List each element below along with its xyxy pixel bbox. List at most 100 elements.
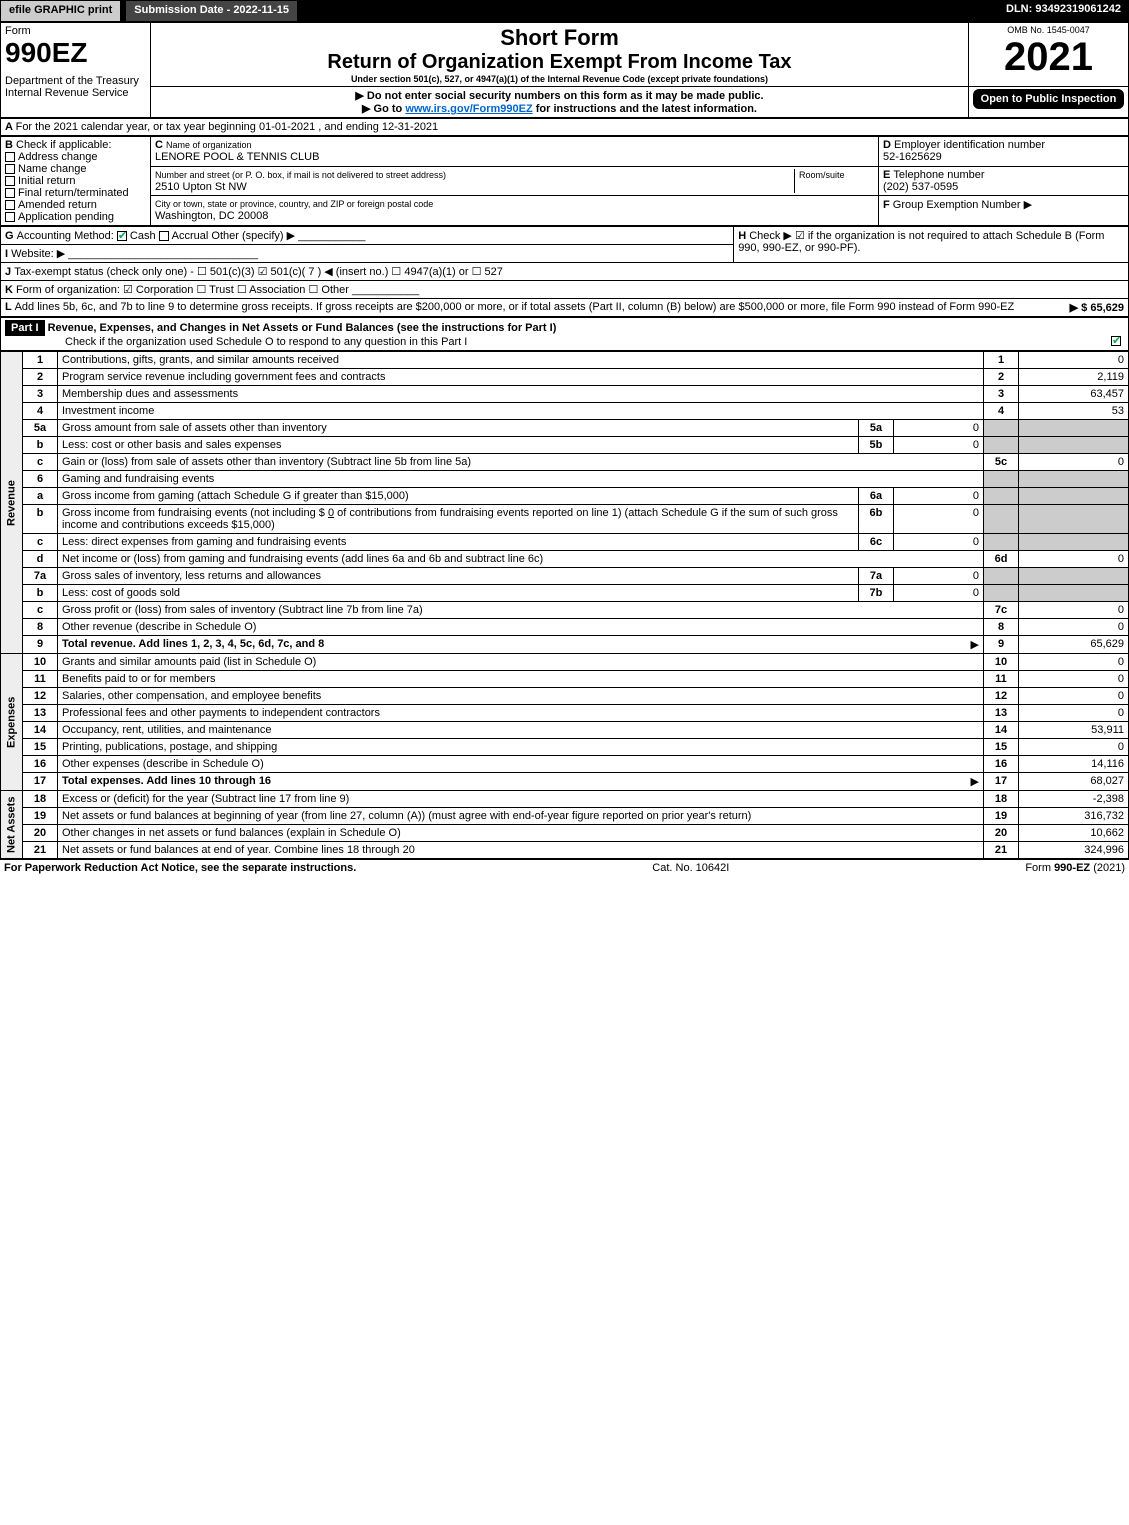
org-info-block: B Check if applicable: Address change Na… <box>0 136 1129 226</box>
subtitle: Under section 501(c), 527, or 4947(a)(1)… <box>155 74 964 84</box>
line-10-text: Grants and similar amounts paid (list in… <box>58 654 984 671</box>
line-13-num: 13 <box>23 705 58 722</box>
line-17-num: 17 <box>23 773 58 791</box>
line-18-text: Excess or (deficit) for the year (Subtra… <box>58 791 984 808</box>
goto-pre: ▶ Go to <box>362 103 405 115</box>
line-5b-num: b <box>23 437 58 454</box>
line-16-num: 16 <box>23 756 58 773</box>
name-change-checkbox[interactable] <box>5 164 15 174</box>
gray-cell <box>1019 488 1129 505</box>
gray-cell <box>984 420 1019 437</box>
amended-return-checkbox[interactable] <box>5 200 15 210</box>
tax-year: 2021 <box>973 35 1124 80</box>
initial-return-checkbox[interactable] <box>5 176 15 186</box>
line-9-num: 9 <box>23 636 58 654</box>
line-16-text: Other expenses (describe in Schedule O) <box>58 756 984 773</box>
line-21-box: 21 <box>984 842 1019 859</box>
footer-mid: Cat. No. 10642I <box>652 862 729 874</box>
line-7c-amt: 0 <box>1019 602 1129 619</box>
gray-cell <box>984 568 1019 585</box>
top-bar: efile GRAPHIC print Submission Date - 20… <box>0 0 1129 22</box>
line-13-box: 13 <box>984 705 1019 722</box>
line-3-amt: 63,457 <box>1019 386 1129 403</box>
tax-year-range: For the 2021 calendar year, or tax year … <box>16 121 439 133</box>
line-1-num: 1 <box>23 352 58 369</box>
footer-left: For Paperwork Reduction Act Notice, see … <box>4 862 356 874</box>
opt-final: Final return/terminated <box>18 187 129 199</box>
dln: DLN: 93492319061242 <box>998 0 1129 22</box>
ghijkl-block: G Accounting Method: Cash Accrual Other … <box>0 226 1129 317</box>
org-name: LENORE POOL & TENNIS CLUB <box>155 151 319 163</box>
line-6a-samt: 0 <box>893 488 983 505</box>
g-cash: Cash <box>130 230 156 242</box>
line-5c-num: c <box>23 454 58 471</box>
line-6d-amt: 0 <box>1019 551 1129 568</box>
line-5a-samt: 0 <box>893 420 983 437</box>
line-3-text: Membership dues and assessments <box>58 386 984 403</box>
gray-cell <box>1019 437 1129 454</box>
line-6b-t1: Gross income from fundraising events (no… <box>62 507 325 519</box>
line-15-num: 15 <box>23 739 58 756</box>
line-13-amt: 0 <box>1019 705 1129 722</box>
line-9-arrow: ▶ <box>971 638 979 651</box>
street: 2510 Upton St NW <box>155 181 247 193</box>
section-a: A For the 2021 calendar year, or tax yea… <box>0 118 1129 136</box>
line-6b-num: b <box>23 505 58 534</box>
line-4-num: 4 <box>23 403 58 420</box>
efile-print-button[interactable]: efile GRAPHIC print <box>0 0 121 22</box>
expenses-side-label: Expenses <box>1 654 23 791</box>
line-12-amt: 0 <box>1019 688 1129 705</box>
cash-checkbox[interactable] <box>117 231 127 241</box>
page-footer: For Paperwork Reduction Act Notice, see … <box>0 859 1129 876</box>
addr-change-checkbox[interactable] <box>5 152 15 162</box>
open-to-public: Open to Public Inspection <box>973 89 1124 109</box>
line-7b-sbox: 7b <box>858 585 893 602</box>
part1-title: Revenue, Expenses, and Changes in Net As… <box>48 322 557 334</box>
line-6b-text: Gross income from fundraising events (no… <box>58 505 859 534</box>
line-6d-text: Net income or (loss) from gaming and fun… <box>58 551 984 568</box>
line-7c-text: Gross profit or (loss) from sales of inv… <box>58 602 984 619</box>
line-6-num: 6 <box>23 471 58 488</box>
gray-cell <box>1019 534 1129 551</box>
gray-cell <box>1019 505 1129 534</box>
line-10-amt: 0 <box>1019 654 1129 671</box>
line-2-box: 2 <box>984 369 1019 386</box>
line-12-num: 12 <box>23 688 58 705</box>
line-1-text: Contributions, gifts, grants, and simila… <box>58 352 984 369</box>
dept-treasury: Department of the Treasury <box>5 75 146 87</box>
line-6c-num: c <box>23 534 58 551</box>
line-8-text: Other revenue (describe in Schedule O) <box>58 619 984 636</box>
line-1-box: 1 <box>984 352 1019 369</box>
opt-name: Name change <box>18 163 87 175</box>
gray-cell <box>1019 420 1129 437</box>
app-pending-checkbox[interactable] <box>5 212 15 222</box>
tax-exempt-status: Tax-exempt status (check only one) - ☐ 5… <box>14 266 503 278</box>
line-18-box: 18 <box>984 791 1019 808</box>
line-5c-text: Gain or (loss) from sale of assets other… <box>58 454 984 471</box>
line-2-text: Program service revenue including govern… <box>58 369 984 386</box>
line-5b-text: Less: cost or other basis and sales expe… <box>58 437 859 454</box>
telephone: (202) 537-0595 <box>883 181 958 193</box>
form-word: Form <box>5 25 146 37</box>
net-assets-side-label: Net Assets <box>1 791 23 859</box>
line-7a-sbox: 7a <box>858 568 893 585</box>
part1-checkbox[interactable] <box>1111 336 1121 346</box>
accrual-checkbox[interactable] <box>159 231 169 241</box>
line-7b-samt: 0 <box>893 585 983 602</box>
gray-cell <box>984 505 1019 534</box>
line-7b-text: Less: cost of goods sold <box>58 585 859 602</box>
footer-right: Form 990-EZ (2021) <box>1025 862 1125 874</box>
line-7c-box: 7c <box>984 602 1019 619</box>
final-return-checkbox[interactable] <box>5 188 15 198</box>
line-14-box: 14 <box>984 722 1019 739</box>
line-5a-sbox: 5a <box>858 420 893 437</box>
line-9-text: Total revenue. Add lines 1, 2, 3, 4, 5c,… <box>62 638 324 650</box>
g-label: Accounting Method: <box>17 230 114 242</box>
line-8-amt: 0 <box>1019 619 1129 636</box>
line-6b-inner-amt: 0 <box>328 507 334 519</box>
irs-link[interactable]: www.irs.gov/Form990EZ <box>405 103 532 115</box>
goto-post: for instructions and the latest informat… <box>533 103 757 115</box>
website: Website: ▶ <box>11 248 65 260</box>
line-17-arrow: ▶ <box>971 775 979 788</box>
part1-header: Part I Revenue, Expenses, and Changes in… <box>0 317 1129 351</box>
